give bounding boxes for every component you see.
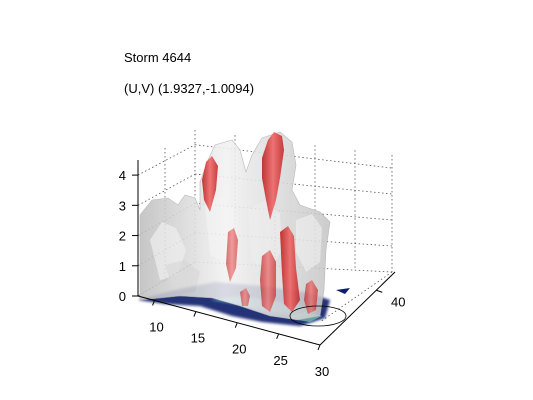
- z-tick-label: 3: [119, 198, 126, 213]
- grid-line-left-horizontal: [137, 173, 196, 206]
- y-tick-mark: [376, 289, 383, 293]
- y-axis-line: [319, 271, 396, 346]
- grid-line-left-horizontal: [137, 144, 196, 176]
- x-tick-mark: [317, 344, 321, 351]
- x-tick-label: 10: [149, 319, 163, 334]
- inner-isosurface: [202, 132, 318, 314]
- y-tick-label: 40: [391, 294, 405, 309]
- x-tick-mark: [234, 322, 238, 328]
- z-tick-label: 1: [119, 259, 126, 274]
- z-tick-label: 4: [119, 168, 126, 183]
- chart-title: Storm 4644: [124, 50, 192, 65]
- x-axis-ticks: 10 15 20 25 30: [149, 319, 329, 379]
- x-tick-mark: [276, 333, 280, 340]
- outer-isosurface: [139, 131, 331, 321]
- grid-line-floor: [319, 271, 393, 323]
- z-axis-ticks: 0 1 2 3 4: [119, 168, 126, 304]
- x-tick-label: 25: [273, 353, 287, 368]
- x-tick-label: 20: [232, 342, 246, 357]
- x-tick-label: 30: [315, 364, 329, 379]
- y-axis-ticks: 40: [391, 294, 405, 309]
- ground-ring: [289, 305, 347, 327]
- x-tick-mark: [193, 311, 197, 317]
- x-tick-label: 15: [191, 331, 205, 346]
- axis-lines: [132, 160, 396, 351]
- chart-subtitle: (U,V) (1.9327,-1.0094): [124, 81, 255, 96]
- x-tick-mark: [152, 300, 156, 306]
- z-tick-label: 0: [119, 289, 126, 304]
- z-tick-label: 2: [119, 229, 126, 244]
- x-axis-line: [137, 295, 321, 346]
